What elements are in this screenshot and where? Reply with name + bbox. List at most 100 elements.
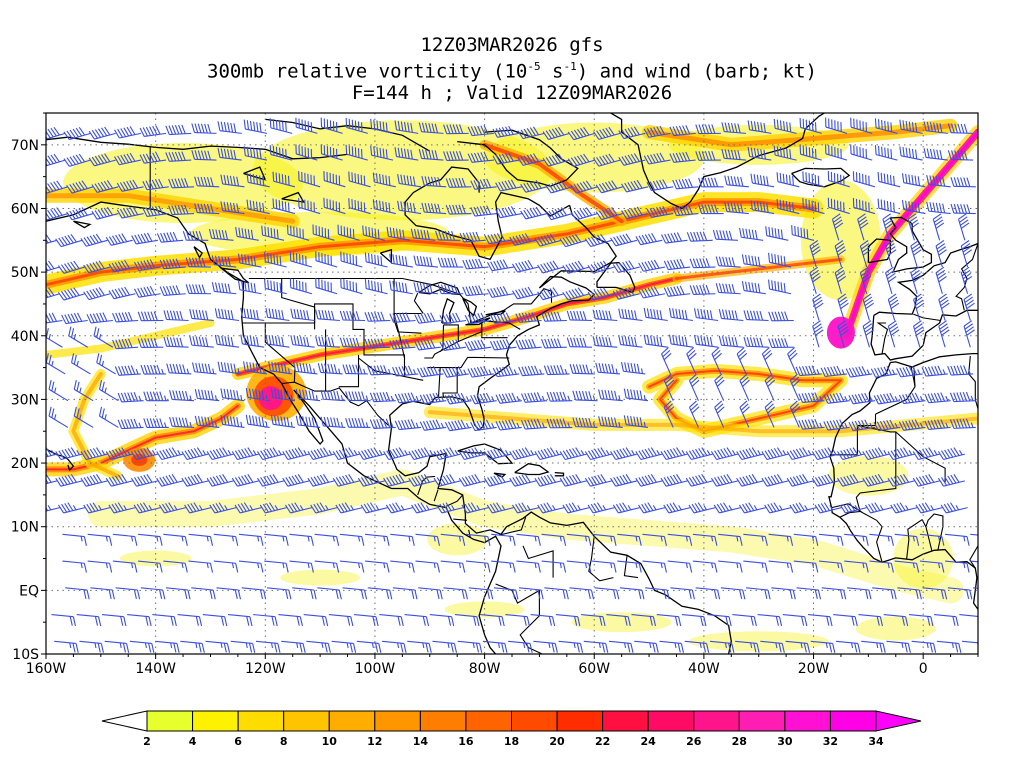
wind-barb [112, 533, 138, 546]
wind-barb [938, 320, 950, 348]
wind-barb [231, 474, 259, 487]
wind-barb [443, 587, 468, 600]
wind-barb [688, 502, 716, 514]
wind-barb [621, 206, 649, 220]
wind-barb [558, 640, 584, 653]
x-tick-label: 40W [688, 661, 720, 677]
wind-barb [205, 640, 231, 653]
wind-barb [289, 560, 314, 573]
wind-barb [660, 447, 688, 461]
wind-barb [495, 392, 522, 404]
wind-barb [844, 560, 869, 573]
wind-barb [491, 533, 516, 546]
wind-barb [392, 587, 418, 600]
wind-barb [741, 254, 766, 268]
wind-barb [621, 179, 649, 193]
political-border [428, 356, 510, 369]
vorticity-band [87, 469, 964, 604]
wind-barb [66, 180, 94, 194]
wind-barb [194, 176, 220, 188]
wind-barb [87, 533, 113, 546]
wind-barb [315, 251, 338, 268]
wind-barb [138, 560, 163, 573]
coastline [889, 216, 933, 274]
wind-barb [419, 392, 447, 405]
wind-barb [298, 171, 321, 188]
wind-barb [71, 353, 91, 375]
wind-barb [591, 560, 617, 573]
wind-barb [555, 613, 581, 627]
wind-barb [495, 419, 522, 431]
wind-barb [736, 474, 764, 487]
wind-barb [289, 278, 313, 295]
wind-barb [345, 144, 368, 161]
political-border [338, 354, 360, 388]
wind-barb [372, 199, 396, 215]
colorbar-segment [283, 710, 330, 732]
wind-barb [973, 587, 978, 589]
wind-barb [873, 419, 901, 432]
wind-barb [520, 418, 548, 430]
wind-barb [566, 560, 592, 573]
wind-barb [789, 400, 801, 428]
wind-barb [54, 640, 79, 653]
wind-barb [159, 285, 186, 296]
wind-barb [882, 213, 894, 241]
wind-barb [534, 447, 562, 461]
wind-barb [519, 587, 544, 600]
wind-barb [238, 560, 264, 573]
wind-barb [407, 640, 432, 653]
wind-barb [710, 474, 739, 487]
wind-barb [293, 362, 318, 375]
wind-barb [913, 293, 925, 321]
wind-barb [926, 201, 951, 215]
wind-barb [138, 533, 163, 546]
wind-barb [566, 337, 593, 348]
wind-barb [98, 379, 119, 402]
wind-barb [750, 200, 775, 215]
political-border [281, 278, 316, 330]
wind-barb [693, 308, 719, 322]
wind-barb [411, 502, 439, 514]
wind-barb [907, 213, 919, 241]
wind-barb [924, 419, 951, 431]
wind-barb [389, 253, 413, 268]
lake-outline [281, 191, 305, 203]
wind-barb [850, 144, 873, 161]
political-border [481, 323, 508, 339]
wind-barb [594, 587, 620, 600]
wind-barb [620, 361, 646, 375]
wind-barb [439, 312, 467, 325]
wind-barb [663, 258, 691, 271]
wind-barb [65, 587, 90, 600]
wind-barb [643, 334, 668, 348]
wind-barb [348, 171, 371, 188]
wind-barb [689, 258, 716, 269]
wind-barb [394, 419, 422, 431]
wind-barb [707, 613, 732, 627]
wind-barb [421, 176, 447, 188]
wind-barb [520, 206, 548, 220]
wind-barb [668, 334, 693, 348]
wind-barb [825, 144, 848, 161]
wind-barb [921, 365, 948, 377]
wind-barb [265, 334, 290, 348]
wind-barb [227, 613, 253, 627]
wind-barb [736, 447, 764, 461]
wind-barb [695, 587, 721, 600]
wind-barb [464, 339, 492, 351]
wind-barb [543, 365, 570, 376]
wind-barb [542, 126, 570, 140]
wind-barb [185, 257, 212, 268]
wind-barb [429, 613, 455, 627]
wind-barb [105, 447, 133, 461]
wind-barb [440, 560, 466, 573]
wind-barb [73, 406, 94, 428]
wind-barb [541, 311, 567, 322]
wind-barb [168, 178, 195, 189]
wind-barb [269, 118, 293, 134]
wind-barb [88, 153, 116, 167]
wind-barb [340, 278, 363, 295]
wind-barb [761, 447, 789, 461]
wind-barb [935, 240, 947, 268]
